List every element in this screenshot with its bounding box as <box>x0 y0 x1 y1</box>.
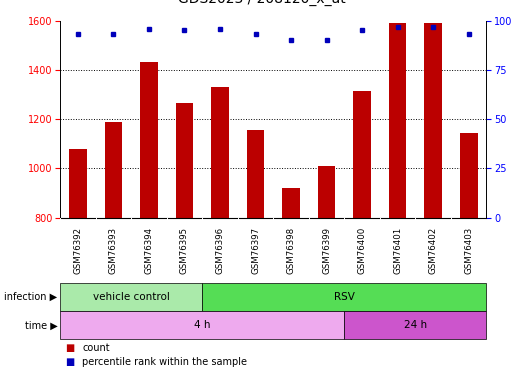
Bar <box>389 23 406 218</box>
Bar <box>344 311 486 339</box>
Text: GSM76392: GSM76392 <box>73 227 83 274</box>
Text: percentile rank within the sample: percentile rank within the sample <box>82 357 247 368</box>
Bar <box>60 311 344 339</box>
Text: GSM76402: GSM76402 <box>429 226 438 274</box>
Text: RSV: RSV <box>334 292 355 302</box>
Text: time ▶: time ▶ <box>25 320 58 330</box>
Text: GSM76397: GSM76397 <box>251 227 260 274</box>
Bar <box>105 122 122 218</box>
Text: GSM76399: GSM76399 <box>322 227 331 274</box>
Text: GSM76403: GSM76403 <box>464 226 473 274</box>
Text: 24 h: 24 h <box>404 320 427 330</box>
Text: count: count <box>82 343 110 353</box>
Bar <box>424 23 442 218</box>
Bar <box>317 166 335 218</box>
Bar <box>353 91 371 218</box>
Bar <box>60 283 202 311</box>
Text: ■: ■ <box>65 343 75 353</box>
Text: infection ▶: infection ▶ <box>4 292 58 302</box>
Bar <box>460 133 477 218</box>
Bar <box>202 283 486 311</box>
Text: 4 h: 4 h <box>194 320 210 330</box>
Bar <box>176 103 194 218</box>
Text: GSM76394: GSM76394 <box>144 227 153 274</box>
Text: GSM76396: GSM76396 <box>215 227 224 274</box>
Text: GSM76400: GSM76400 <box>358 226 367 274</box>
Text: GSM76393: GSM76393 <box>109 227 118 274</box>
Text: GSM76398: GSM76398 <box>287 227 295 274</box>
Text: GDS2023 / 208120_x_at: GDS2023 / 208120_x_at <box>178 0 345 6</box>
Text: ■: ■ <box>65 357 75 368</box>
Bar <box>282 188 300 218</box>
Bar <box>140 63 158 217</box>
Bar <box>211 87 229 218</box>
Bar <box>69 148 87 217</box>
Text: GSM76401: GSM76401 <box>393 226 402 274</box>
Bar <box>247 130 265 218</box>
Text: GSM76395: GSM76395 <box>180 227 189 274</box>
Text: vehicle control: vehicle control <box>93 292 169 302</box>
